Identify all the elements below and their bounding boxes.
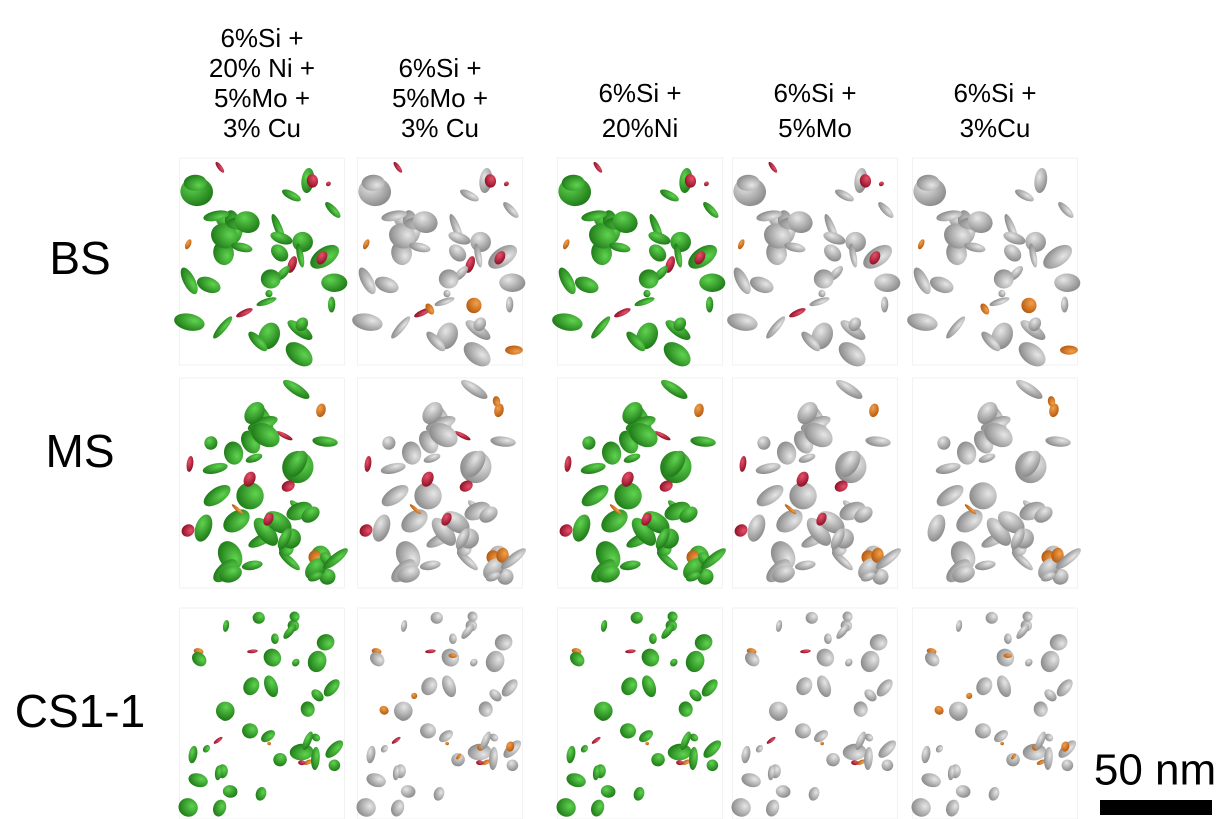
column-header: 5%Mo + (214, 83, 310, 113)
rendering-panel (553, 608, 724, 819)
column-header: 6%Si + (398, 53, 481, 83)
rendering-panel (175, 608, 346, 819)
panels (173, 158, 1084, 819)
column-header: 20%Ni (602, 113, 679, 143)
column-header: 3% Cu (401, 113, 479, 143)
rendering-panel (351, 158, 526, 371)
figure: 50 nm 6%Si +20% Ni +5%Mo +3% Cu6%Si +5%M… (0, 0, 1231, 819)
column-header: 6%Si + (220, 23, 303, 53)
row-label: CS1-1 (15, 685, 145, 737)
scale-bar-label: 50 nm (1094, 746, 1216, 795)
column-header: 6%Si + (598, 78, 681, 108)
column-header: 5%Mo + (392, 83, 488, 113)
scale-bar (1100, 800, 1212, 815)
row-label: BS (49, 232, 110, 284)
rendering-panel (557, 377, 728, 588)
rendering-panel (728, 608, 899, 819)
rendering-panel (179, 377, 350, 588)
rendering-panel (173, 158, 348, 371)
column-header: 6%Si + (953, 78, 1036, 108)
column-header: 5%Mo (778, 113, 852, 143)
column-header: 20% Ni + (209, 53, 315, 83)
column-header: 3%Cu (960, 113, 1031, 143)
rendering-panel (908, 608, 1079, 819)
rendering-panel (726, 158, 901, 371)
rendering-panel (551, 158, 726, 371)
rendering-panel (357, 377, 528, 588)
column-header: 6%Si + (773, 78, 856, 108)
row-label: MS (46, 425, 115, 477)
column-header: 3% Cu (223, 113, 301, 143)
rendering-panel (913, 377, 1084, 588)
rendering-panel (906, 158, 1081, 371)
rendering-panel (732, 377, 903, 588)
rendering-panel (353, 608, 524, 819)
